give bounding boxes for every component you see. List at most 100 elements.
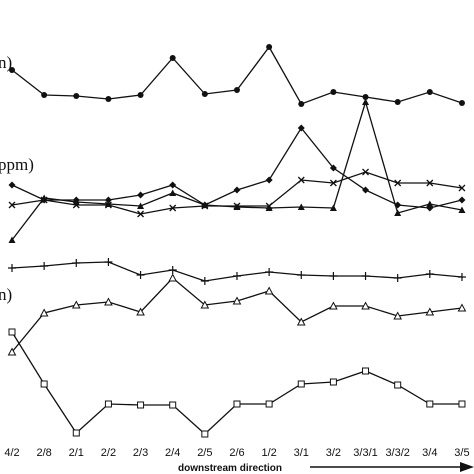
x-tick-label: 3/3/2 bbox=[385, 447, 409, 459]
point bbox=[137, 202, 145, 209]
point bbox=[72, 429, 80, 437]
point bbox=[425, 307, 435, 316]
point bbox=[71, 300, 81, 309]
x-tick-label: 2/5 bbox=[197, 447, 212, 459]
point bbox=[426, 400, 434, 408]
point bbox=[458, 100, 465, 106]
point bbox=[104, 196, 112, 204]
point bbox=[393, 274, 402, 282]
x-tick-label: 2/3 bbox=[133, 447, 148, 459]
x-tick-label: 2/4 bbox=[165, 447, 180, 459]
point bbox=[362, 98, 370, 105]
point bbox=[394, 381, 402, 389]
point bbox=[169, 204, 177, 212]
annotation: ppm) bbox=[0, 155, 34, 174]
point bbox=[362, 367, 370, 375]
point bbox=[39, 308, 49, 317]
point bbox=[264, 286, 274, 295]
point bbox=[40, 262, 49, 270]
point bbox=[394, 209, 402, 216]
point bbox=[169, 189, 177, 196]
point bbox=[394, 99, 401, 105]
point bbox=[361, 272, 370, 280]
point bbox=[329, 272, 338, 280]
point bbox=[168, 273, 178, 282]
point bbox=[136, 307, 145, 316]
x-tick-label: 4/2 bbox=[4, 447, 19, 459]
point bbox=[72, 259, 81, 267]
point bbox=[457, 303, 467, 312]
point bbox=[201, 430, 209, 438]
point bbox=[8, 181, 16, 189]
point bbox=[232, 296, 242, 305]
point bbox=[297, 124, 305, 132]
point bbox=[329, 301, 338, 310]
point bbox=[330, 89, 337, 95]
point bbox=[200, 277, 209, 285]
point bbox=[362, 168, 369, 176]
point bbox=[137, 210, 145, 218]
point bbox=[265, 176, 273, 184]
point bbox=[169, 181, 177, 189]
x-tick-label: 2/6 bbox=[229, 447, 244, 459]
point bbox=[266, 44, 273, 50]
point bbox=[426, 200, 434, 207]
point bbox=[233, 400, 241, 408]
x-tick-label: 3/3/1 bbox=[353, 447, 377, 459]
point bbox=[297, 271, 306, 279]
arrow-head bbox=[460, 462, 474, 472]
point bbox=[41, 92, 48, 98]
annotation: n) bbox=[0, 53, 12, 72]
point bbox=[136, 271, 145, 279]
x-tick-label: 2/8 bbox=[36, 447, 51, 459]
x-tick-label: 3/1 bbox=[294, 447, 309, 459]
point bbox=[40, 194, 48, 201]
point bbox=[329, 179, 337, 187]
point bbox=[394, 179, 402, 187]
point bbox=[362, 94, 369, 100]
point bbox=[7, 347, 17, 356]
point bbox=[393, 311, 403, 320]
x-tick-label: 1/2 bbox=[261, 447, 276, 459]
point bbox=[73, 93, 80, 99]
point bbox=[137, 92, 144, 98]
point bbox=[137, 401, 145, 409]
point bbox=[329, 204, 337, 211]
point bbox=[169, 401, 177, 409]
point bbox=[458, 196, 466, 204]
point bbox=[265, 400, 273, 408]
point bbox=[329, 164, 337, 172]
point bbox=[297, 380, 305, 388]
point bbox=[458, 206, 466, 213]
annotation: n) bbox=[0, 285, 12, 304]
x-tick-label: 2/1 bbox=[69, 447, 84, 459]
point bbox=[297, 203, 305, 210]
point bbox=[426, 89, 433, 95]
series-line bbox=[11, 277, 463, 353]
series-line bbox=[11, 45, 463, 105]
point bbox=[169, 55, 176, 61]
x-axis-label: downstream direction bbox=[178, 463, 282, 474]
x-tick-label: 3/4 bbox=[422, 447, 437, 459]
point bbox=[8, 201, 16, 209]
point bbox=[458, 400, 466, 408]
series-line bbox=[11, 99, 463, 241]
x-tick-label: 3/2 bbox=[326, 447, 341, 459]
point bbox=[297, 176, 305, 184]
point bbox=[40, 380, 48, 388]
point bbox=[265, 204, 273, 211]
point bbox=[233, 87, 240, 93]
point bbox=[426, 179, 434, 187]
x-tick-label: 3/5 bbox=[454, 447, 469, 459]
point bbox=[265, 268, 274, 276]
point bbox=[233, 203, 241, 210]
point bbox=[72, 198, 80, 205]
point bbox=[105, 96, 112, 102]
point bbox=[104, 297, 113, 306]
point bbox=[9, 67, 15, 73]
point bbox=[233, 186, 241, 194]
point bbox=[296, 317, 306, 326]
point bbox=[8, 236, 16, 243]
series-line bbox=[11, 126, 463, 209]
